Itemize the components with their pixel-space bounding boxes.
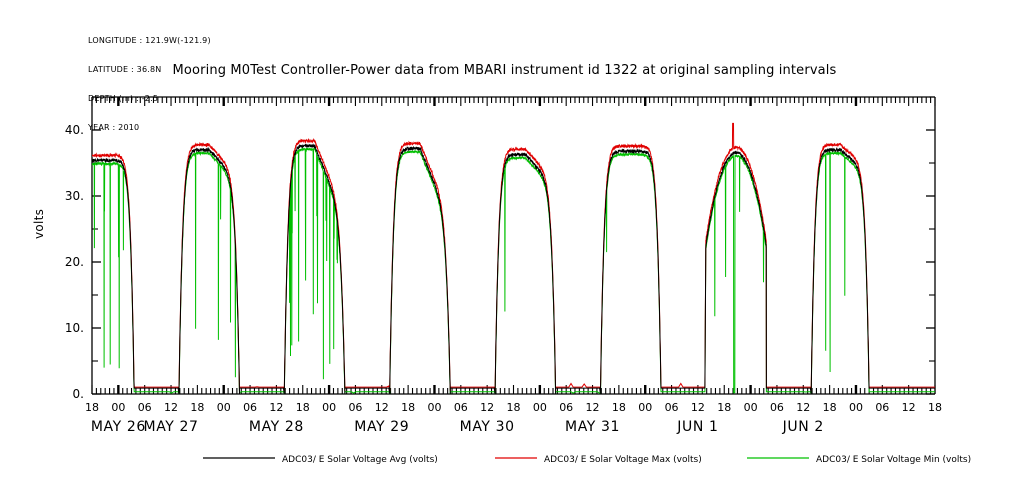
x-tick-label: 12 bbox=[269, 401, 283, 414]
x-tick-label: 12 bbox=[902, 401, 916, 414]
x-tick-label: 18 bbox=[823, 401, 837, 414]
x-tick-label: 00 bbox=[217, 401, 231, 414]
x-tick-label: 12 bbox=[691, 401, 705, 414]
x-tick-label: 06 bbox=[875, 401, 889, 414]
date-label: MAY 30 bbox=[460, 419, 515, 435]
page-title: Mooring M0Test Controller-Power data fro… bbox=[172, 63, 837, 78]
x-tick-label: 18 bbox=[296, 401, 310, 414]
date-label: MAY 26 bbox=[91, 419, 146, 435]
x-tick-label: 18 bbox=[85, 401, 99, 414]
y-tick-label: 30. bbox=[65, 189, 84, 203]
x-tick-label: 00 bbox=[533, 401, 547, 414]
x-tick-label: 18 bbox=[190, 401, 204, 414]
x-tick-label: 00 bbox=[849, 401, 863, 414]
y-tick-label: 0. bbox=[73, 387, 84, 401]
x-tick-label: 06 bbox=[348, 401, 362, 414]
x-tick-label: 06 bbox=[665, 401, 679, 414]
x-tick-label: 18 bbox=[928, 401, 942, 414]
legend-label-2: ADC03/ E Solar Voltage Min (volts) bbox=[816, 455, 971, 465]
year-label: YEAR : 2010 bbox=[88, 122, 140, 132]
x-tick-label: 06 bbox=[243, 401, 257, 414]
x-tick-label: 00 bbox=[744, 401, 758, 414]
x-tick-label: 12 bbox=[796, 401, 810, 414]
x-tick-label: 06 bbox=[559, 401, 573, 414]
date-label: JUN 2 bbox=[782, 419, 824, 435]
x-tick-label: 12 bbox=[164, 401, 178, 414]
y-tick-label: 40. bbox=[65, 123, 84, 137]
x-tick-label: 06 bbox=[454, 401, 468, 414]
x-tick-label: 06 bbox=[138, 401, 152, 414]
date-label: JUN 1 bbox=[676, 419, 718, 435]
date-label: MAY 28 bbox=[249, 419, 304, 435]
x-tick-label: 06 bbox=[770, 401, 784, 414]
x-tick-label: 12 bbox=[586, 401, 600, 414]
x-tick-label: 00 bbox=[111, 401, 125, 414]
metadata-block: LONGITUDE : 121.9W(-121.9) LATITUDE : 36… bbox=[88, 17, 211, 142]
date-label: MAY 27 bbox=[144, 419, 199, 435]
longitude-label: LONGITUDE : 121.9W(-121.9) bbox=[88, 36, 211, 46]
date-label: MAY 31 bbox=[565, 419, 620, 435]
date-label: MAY 29 bbox=[354, 419, 409, 435]
x-tick-label: 18 bbox=[717, 401, 731, 414]
x-tick-label: 18 bbox=[507, 401, 521, 414]
x-tick-label: 00 bbox=[638, 401, 652, 414]
x-tick-label: 18 bbox=[612, 401, 626, 414]
series-line-min bbox=[92, 146, 935, 394]
depth-label: DEPTH (m) : -2.5 bbox=[88, 93, 159, 103]
x-tick-label: 18 bbox=[401, 401, 415, 414]
y-tick-label: 20. bbox=[65, 255, 84, 269]
legend-label-1: ADC03/ E Solar Voltage Max (volts) bbox=[544, 455, 702, 465]
latitude-label: LATITUDE : 36.8N bbox=[88, 64, 162, 74]
series-line-avg bbox=[92, 143, 935, 394]
legend-label-0: ADC03/ E Solar Voltage Avg (volts) bbox=[282, 455, 438, 465]
x-tick-label: 00 bbox=[427, 401, 441, 414]
x-tick-label: 12 bbox=[375, 401, 389, 414]
x-tick-label: 00 bbox=[322, 401, 336, 414]
y-tick-label: 10. bbox=[65, 321, 84, 335]
x-tick-label: 12 bbox=[480, 401, 494, 414]
